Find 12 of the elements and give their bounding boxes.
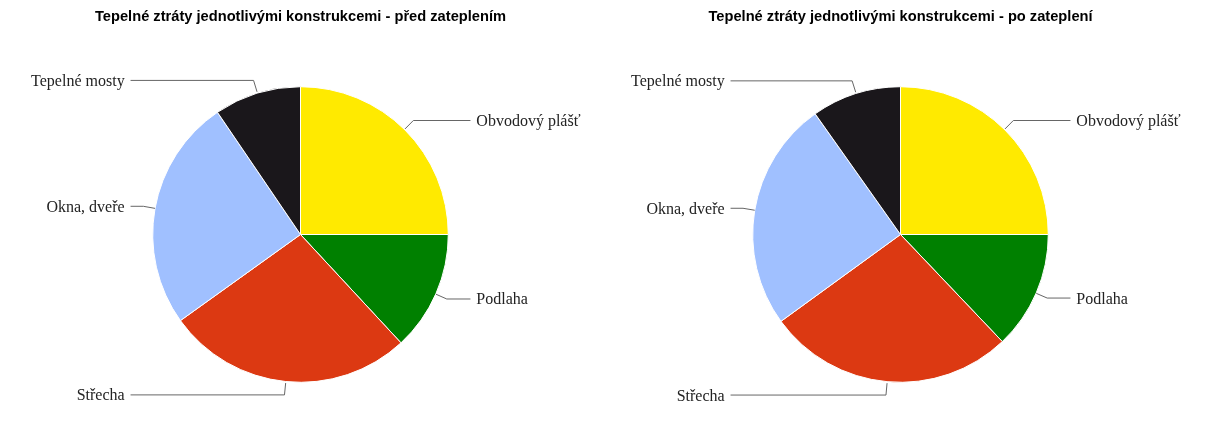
slice-label: Okna, dveře bbox=[646, 199, 725, 217]
slice-label: Tepelné mosty bbox=[31, 71, 125, 90]
slice-label: Obvodový plášť bbox=[1076, 112, 1181, 130]
slice-label: Střecha bbox=[76, 386, 125, 404]
slice-label: Tepelné mosty bbox=[631, 72, 725, 91]
slice-label: Střecha bbox=[676, 386, 725, 404]
chart-title: Tepelné ztráty jednotlivými konstrukcemi - po zateplení bbox=[708, 7, 1094, 24]
chart-title: Tepelné ztráty jednotlivými konstrukcemi - před zateplením bbox=[94, 7, 507, 24]
slice-label: Podlaha bbox=[1076, 289, 1128, 307]
slice-label: Okna, dveře bbox=[46, 197, 125, 215]
slice-label: Obvodový plášť bbox=[476, 112, 581, 130]
slice-label: Podlaha bbox=[476, 290, 528, 308]
